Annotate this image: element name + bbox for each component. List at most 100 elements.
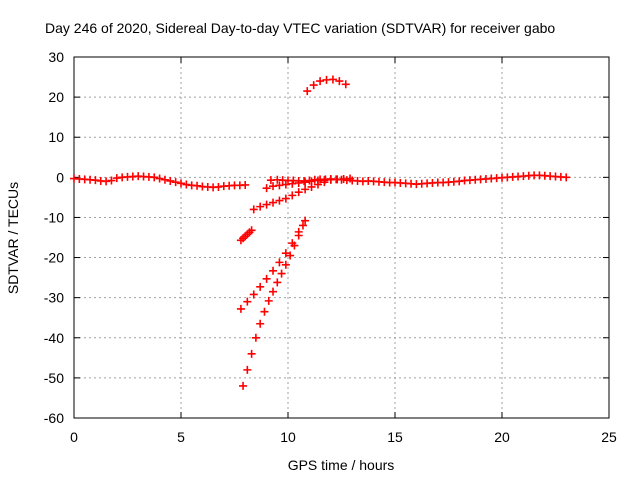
data-point	[313, 180, 322, 189]
data-point	[281, 194, 290, 203]
data-point	[269, 198, 278, 207]
y-tick-label: -60	[44, 410, 64, 426]
chart-title: Day 246 of 2020, Sidereal Day-to-day VTE…	[45, 20, 555, 36]
data-series	[262, 174, 355, 193]
data-point	[281, 249, 290, 258]
x-tick-label: 15	[387, 429, 403, 445]
data-point	[303, 87, 312, 96]
data-point	[256, 202, 265, 211]
data-point	[455, 177, 464, 186]
data-point	[249, 290, 258, 299]
y-tick-label: 30	[48, 49, 64, 65]
data-point	[102, 177, 111, 186]
data-point	[275, 258, 284, 267]
data-series	[70, 172, 250, 192]
data-series	[249, 175, 335, 214]
data-point	[112, 174, 121, 183]
x-tick-label: 5	[177, 429, 185, 445]
data-point	[171, 178, 180, 187]
data-point	[294, 231, 303, 240]
plot-frame	[73, 56, 610, 419]
y-tick-label: 0	[56, 169, 64, 185]
grid-lines	[74, 57, 609, 418]
data-point	[150, 173, 159, 182]
data-point	[328, 75, 337, 84]
data-point	[281, 180, 290, 189]
axis-ticks	[73, 56, 610, 419]
x-tick-label: 0	[70, 429, 78, 445]
data-point	[214, 182, 223, 191]
x-axis-label: GPS time / hours	[288, 457, 395, 473]
data-point	[301, 185, 310, 194]
data-point	[249, 205, 258, 214]
data-point	[277, 269, 286, 278]
data-point	[262, 184, 271, 193]
x-tick-labels: 0 5 10 15 20 25	[70, 429, 617, 445]
data-point	[160, 175, 169, 184]
data-point	[236, 304, 245, 313]
x-tick-label: 25	[601, 429, 617, 445]
data-point	[193, 181, 202, 190]
data-point	[335, 77, 344, 86]
data-point	[316, 77, 325, 86]
data-point	[239, 381, 248, 390]
data-point	[269, 287, 278, 296]
data-point	[251, 333, 260, 342]
data-point	[177, 179, 185, 188]
data-point	[241, 180, 250, 189]
y-tick-label: 20	[48, 89, 64, 105]
data-point	[155, 174, 164, 183]
data-series	[239, 221, 307, 390]
data-point	[275, 181, 284, 190]
y-tick-label: -10	[44, 209, 64, 225]
data-point	[256, 282, 265, 291]
data-point	[247, 349, 256, 358]
y-tick-label: -20	[44, 250, 64, 266]
data-point	[166, 176, 175, 185]
data-point	[346, 174, 355, 183]
y-tick-labels: -60 -50 -40 -30 -20 -10 0 10 20 30	[44, 49, 64, 426]
data-series	[266, 171, 571, 189]
data-point	[301, 216, 310, 225]
data-point	[281, 260, 290, 269]
data-point	[320, 178, 329, 187]
data-point	[264, 296, 273, 305]
data-point	[294, 178, 303, 187]
data-point	[91, 176, 100, 185]
data-point	[288, 179, 297, 188]
data-series	[236, 216, 310, 313]
data-point	[260, 307, 269, 316]
data-point	[307, 182, 316, 191]
y-tick-label: -40	[44, 330, 64, 346]
data-point	[301, 178, 310, 187]
data-point	[298, 221, 307, 230]
data-point	[290, 241, 299, 250]
data-series	[303, 75, 350, 96]
data-point	[326, 175, 335, 184]
data-point	[273, 278, 282, 287]
x-tick-label: 10	[280, 429, 296, 445]
y-axis-label: SDTVAR / TECUs	[5, 182, 21, 294]
x-tick-label: 20	[494, 429, 510, 445]
data-marks	[70, 75, 571, 390]
y-tick-label: -30	[44, 290, 64, 306]
data-point	[288, 191, 297, 200]
data-point	[269, 266, 278, 275]
data-point	[247, 226, 256, 235]
data-point	[341, 80, 350, 89]
data-point	[262, 200, 271, 209]
data-point	[309, 81, 318, 90]
data-point	[269, 182, 278, 191]
data-point	[286, 251, 295, 260]
data-series	[236, 226, 256, 245]
data-point	[182, 180, 191, 189]
data-point	[107, 176, 116, 185]
data-point	[262, 274, 271, 283]
y-tick-label: 10	[48, 129, 64, 145]
data-point	[243, 297, 252, 306]
data-point	[562, 173, 571, 182]
data-point	[275, 196, 284, 205]
data-point	[294, 188, 303, 197]
y-tick-label: -50	[44, 370, 64, 386]
